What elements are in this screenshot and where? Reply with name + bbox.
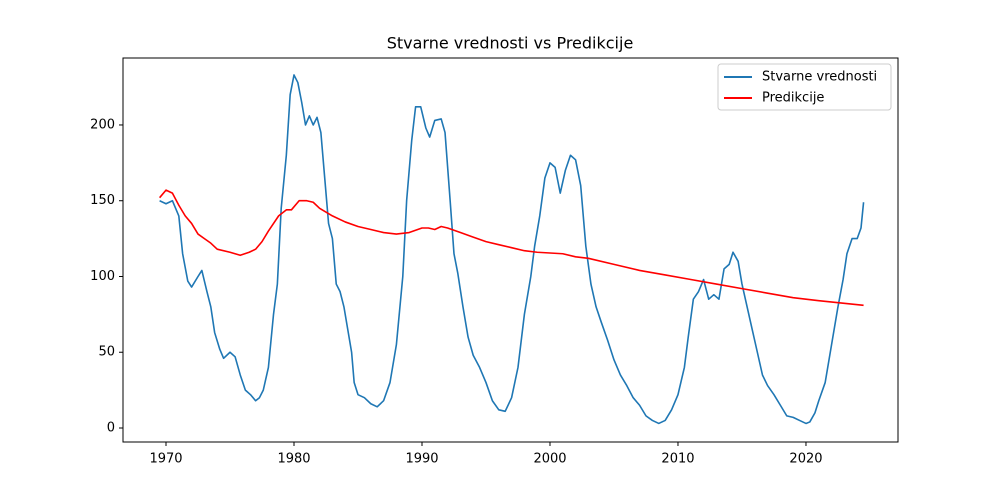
series-line	[159, 74, 865, 425]
x-tick-label: 2020	[789, 452, 822, 467]
legend-label: Stvarne vrednosti	[762, 70, 877, 85]
x-tick-label: 1970	[149, 452, 182, 467]
legend-box	[717, 63, 892, 111]
y-tick-label: 150	[90, 193, 115, 208]
y-tick-label: 50	[98, 345, 115, 360]
x-tick-label: 1980	[277, 452, 310, 467]
legend-label: Predikcije	[762, 91, 824, 106]
y-tick-label: 100	[90, 269, 115, 284]
plot-frame	[122, 57, 899, 443]
x-tick-label: 1990	[405, 452, 438, 467]
x-tick-label: 2010	[661, 452, 694, 467]
series-line	[158, 189, 864, 307]
chart-title: Stvarne vrednosti vs Predikcije	[387, 34, 634, 53]
x-tick-label: 2000	[533, 452, 566, 467]
y-tick-label: 0	[107, 421, 115, 436]
y-tick-label: 200	[90, 117, 115, 132]
